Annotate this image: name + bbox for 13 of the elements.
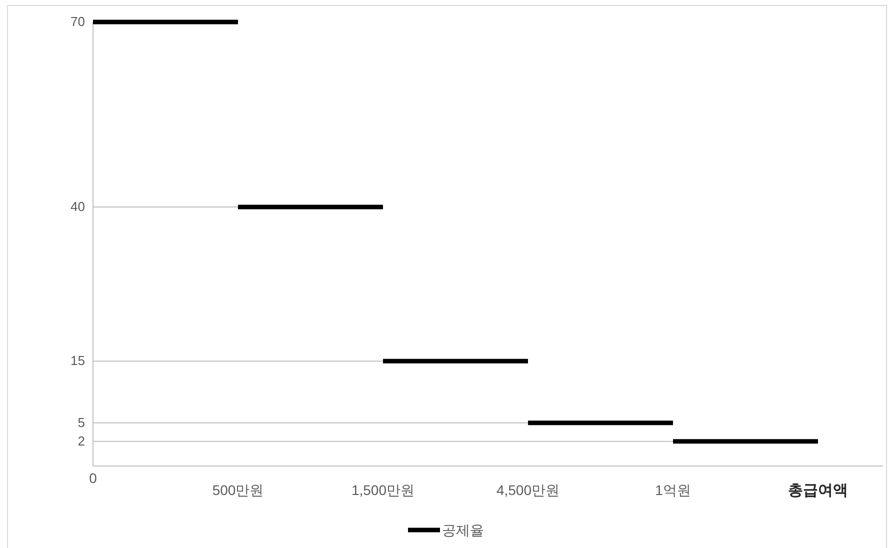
y-tick-label: 70 — [70, 14, 85, 29]
y-tick-label: 40 — [70, 199, 85, 214]
legend-label: 공제율 — [442, 522, 484, 538]
x-tick-label: 1,500만원 — [351, 482, 415, 498]
legend: 공제율 — [408, 522, 484, 538]
x-tick-label: 0 — [89, 470, 98, 486]
y-tick-label: 15 — [70, 353, 85, 368]
y-tick-label: 5 — [78, 414, 85, 430]
x-tick-label: 4,500만원 — [496, 482, 560, 498]
x-tick-label: 1억원 — [655, 482, 691, 498]
x-tick-label: 총급여액 — [788, 482, 848, 499]
x-tick-label: 500만원 — [212, 482, 264, 498]
y-tick-label: 2 — [78, 433, 85, 448]
